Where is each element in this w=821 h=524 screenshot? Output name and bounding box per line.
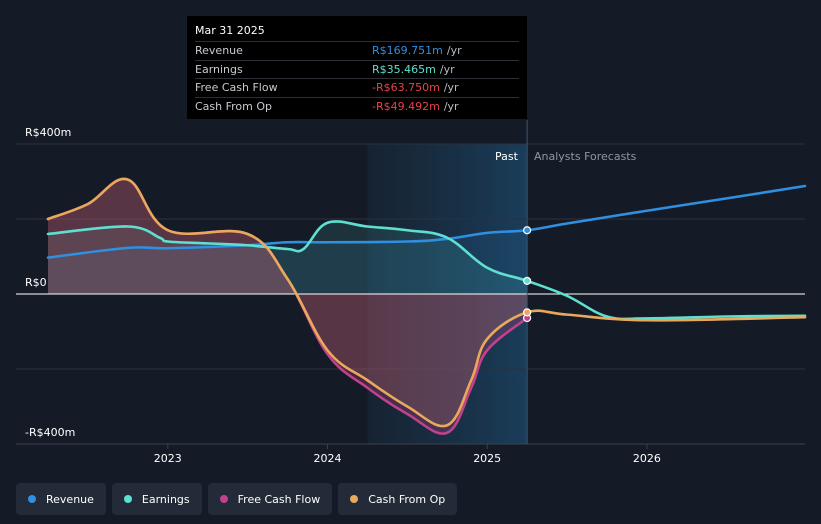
x-tick-label: 2025 bbox=[473, 452, 501, 465]
tooltip-label: Revenue bbox=[195, 44, 243, 58]
tooltip-value: -R$49.492m bbox=[372, 99, 440, 113]
forecast-label: Analysts Forecasts bbox=[534, 150, 637, 163]
legend-label: Cash From Op bbox=[368, 492, 446, 506]
chart-legend: Revenue Earnings Free Cash Flow Cash Fro… bbox=[16, 483, 458, 515]
legend-dot-icon bbox=[350, 495, 359, 503]
tooltip-row-free-cash-flow: Free Cash Flow -R$63.750m /yr bbox=[195, 78, 519, 97]
tooltip-unit: /yr bbox=[443, 81, 459, 95]
y-tick-label-top: R$400m bbox=[25, 126, 72, 139]
tooltip-value: R$169.751m bbox=[372, 44, 443, 58]
tooltip-label: Earnings bbox=[195, 62, 243, 76]
series-markers bbox=[523, 226, 532, 323]
legend-item-cash-from-op[interactable]: Cash From Op bbox=[338, 483, 458, 515]
marker-revenue[interactable] bbox=[523, 226, 532, 235]
tooltip-unit: /yr bbox=[439, 62, 455, 76]
legend-item-earnings[interactable]: Earnings bbox=[111, 483, 202, 515]
legend-item-free-cash-flow[interactable]: Free Cash Flow bbox=[207, 483, 333, 515]
series-line-revenue bbox=[46, 184, 807, 259]
tooltip-value: R$35.465m bbox=[372, 62, 436, 76]
tooltip-label: Free Cash Flow bbox=[195, 81, 278, 95]
series-area-revenue bbox=[48, 230, 528, 294]
tooltip-row-earnings: Earnings R$35.465m /yr bbox=[195, 59, 519, 79]
marker-cash-from-op[interactable] bbox=[523, 308, 532, 317]
x-axis-ticks: 2023 2024 2025 2026 bbox=[154, 444, 661, 465]
series-lines bbox=[46, 177, 807, 435]
legend-item-revenue[interactable]: Revenue bbox=[16, 483, 106, 515]
series-line-earnings bbox=[46, 220, 807, 321]
x-tick-label: 2023 bbox=[154, 452, 182, 465]
tooltip-row-revenue: Revenue R$169.751m /yr bbox=[195, 41, 519, 60]
series-line-cash-from-op bbox=[46, 177, 807, 428]
data-tooltip: Mar 31 2025 Revenue R$169.751m /yr Earni… bbox=[187, 16, 527, 119]
tooltip-row-cash-from-op: Cash From Op -R$49.492m /yr bbox=[195, 96, 519, 116]
past-label: Past bbox=[495, 150, 518, 163]
series-area-earnings bbox=[48, 221, 528, 294]
tooltip-unit: /yr bbox=[446, 44, 462, 58]
gridlines bbox=[16, 143, 805, 445]
legend-dot-icon bbox=[123, 495, 132, 503]
legend-label: Free Cash Flow bbox=[237, 492, 321, 506]
tooltip-value: -R$63.750m bbox=[372, 81, 440, 95]
legend-dot-icon bbox=[28, 495, 36, 503]
marker-earnings[interactable] bbox=[523, 276, 532, 285]
x-tick-label: 2026 bbox=[633, 452, 661, 465]
y-tick-label-bottom: -R$400m bbox=[25, 426, 76, 439]
y-tick-label-zero: R$0 bbox=[25, 276, 47, 289]
legend-dot-icon bbox=[219, 495, 228, 503]
x-tick-label: 2024 bbox=[313, 452, 341, 465]
legend-label: Earnings bbox=[141, 492, 190, 506]
tooltip-date: Mar 31 2025 bbox=[195, 24, 265, 37]
tooltip-unit: /yr bbox=[443, 99, 459, 113]
legend-label: Revenue bbox=[46, 492, 94, 506]
tooltip-label: Cash From Op bbox=[195, 99, 273, 113]
